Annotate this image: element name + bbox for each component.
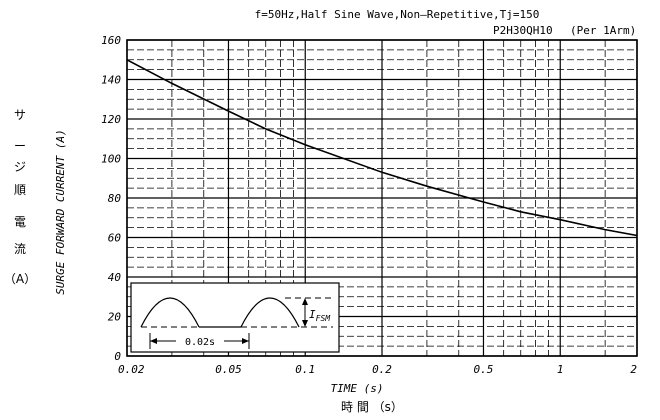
x-axis-label: TIME (s) (331, 382, 384, 395)
inset-peak-label: IFSM (309, 308, 331, 323)
y-axis-label: SURGE FORWARD CURRENT (A) (54, 129, 67, 295)
x-tick-labels: 0.02 0.05 0.1 0.2 0.5 1 2 (118, 363, 637, 376)
x-tick-label: 0.5 (474, 363, 494, 376)
y-axis-label-jp-char: 流 (14, 242, 26, 256)
inset-half-sine-2 (240, 297, 300, 328)
inset-box (130, 282, 340, 353)
inset-period-label: 0.02s (185, 337, 215, 348)
y-axis-label-jp-char: 電 (14, 215, 26, 229)
x-tick-label: 0.1 (295, 363, 315, 376)
series-line (126, 59, 638, 237)
series-layer (126, 59, 638, 237)
y-axis-label-jp-char: （A） (4, 272, 36, 286)
waveform-inset: IFSM 0.02s (130, 282, 340, 353)
y-tick-label: 160 (101, 34, 121, 47)
y-tick-label: 120 (101, 113, 121, 126)
y-tick-labels: 0 20 40 60 80 100 120 140 160 (101, 34, 121, 363)
chart-title: f=50Hz,Half Sine Wave,Non—Repetitive,Tj=… (255, 8, 540, 21)
y-axis-label-jp-char: ー (14, 139, 26, 153)
inset-peak-arrowhead-bottom (302, 320, 308, 327)
y-tick-label: 80 (108, 192, 122, 205)
condition-note: (Per 1Arm) (570, 24, 636, 37)
y-tick-label: 0 (114, 350, 121, 363)
y-axis-label-jp-char: ジ (14, 160, 26, 174)
inset-period-arrowhead-left (150, 338, 157, 344)
x-tick-label: 1 (557, 363, 564, 376)
y-tick-label: 100 (101, 153, 121, 166)
x-axis-label-jp: 時 間 （s） (341, 400, 403, 414)
inset-period-arrowhead-right (242, 338, 249, 344)
x-tick-label: 0.02 (118, 363, 145, 376)
y-axis-label-jp-char: 順 (14, 183, 26, 197)
y-tick-label: 140 (101, 74, 121, 87)
y-axis-label-jp-char: サ (14, 108, 26, 122)
x-tick-label: 0.05 (215, 363, 242, 376)
plot-frame (126, 39, 638, 357)
inset-half-sine-1 (140, 297, 200, 328)
x-tick-label: 2 (630, 363, 637, 376)
x-tick-label: 0.2 (372, 363, 392, 376)
inset-peak-arrowhead-top (302, 298, 308, 305)
part-number: P2H30QH10 (493, 24, 553, 37)
y-tick-label: 40 (108, 271, 122, 284)
y-tick-label: 20 (108, 311, 122, 324)
y-tick-label: 60 (108, 232, 122, 245)
